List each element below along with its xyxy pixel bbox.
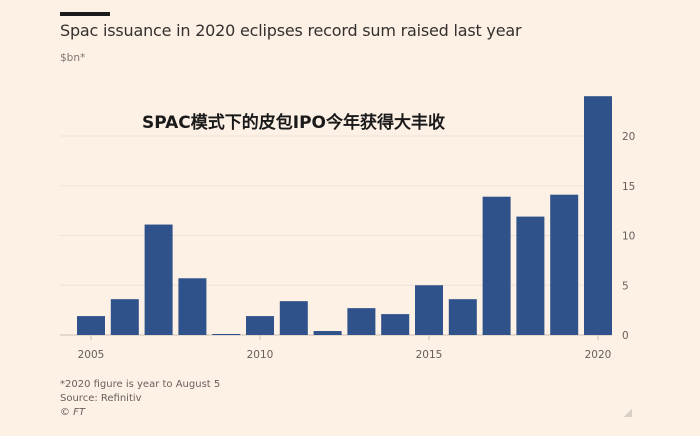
watermark-icon (624, 409, 632, 417)
y-tick-label: 15 (622, 181, 635, 193)
x-tick-label: 2010 (247, 349, 274, 361)
bar-2016 (448, 299, 477, 335)
bar-2007 (144, 224, 173, 335)
bar-2009 (212, 334, 241, 335)
bar-2011 (279, 301, 308, 335)
bar-2014 (381, 314, 410, 335)
title-accent-bar (60, 12, 110, 16)
bar-2018 (516, 216, 545, 335)
bar-2017 (482, 196, 511, 335)
bar-2005 (77, 316, 105, 335)
chart-title: Spac issuance in 2020 eclipses record su… (60, 21, 522, 40)
x-tick-label: 2020 (585, 349, 612, 361)
bar-2015 (415, 285, 443, 335)
source-line: Source: Refinitiv (60, 393, 142, 404)
y-tick-label: 5 (622, 280, 629, 292)
y-tick-label: 20 (622, 131, 635, 143)
bar-2008 (178, 278, 207, 335)
bar-2019 (550, 194, 579, 335)
y-tick-label: 10 (622, 231, 635, 243)
bar-2020 (584, 96, 612, 335)
bar-2013 (347, 308, 376, 335)
footnote: *2020 figure is year to August 5 (60, 379, 221, 390)
bar-2010 (246, 316, 274, 335)
x-tick-label: 2015 (416, 349, 443, 361)
overlay-caption: SPAC模式下的皮包IPO今年获得大丰收 (142, 113, 446, 133)
x-tick-label: 2005 (78, 349, 105, 361)
y-tick-label: 0 (622, 330, 629, 342)
bar-2012 (313, 331, 342, 335)
chart-subtitle: $bn* (60, 52, 86, 64)
bar-2006 (110, 299, 139, 335)
credit-line: © FT (60, 407, 86, 418)
